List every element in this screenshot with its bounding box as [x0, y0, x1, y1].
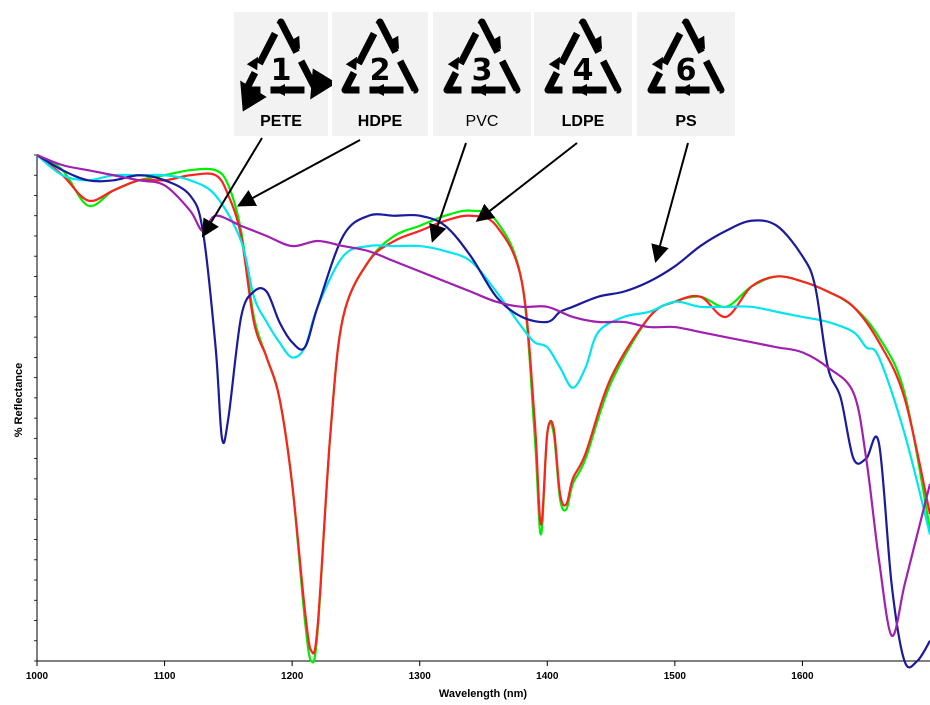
recycling-code-1-icon: 1 PETE — [234, 12, 328, 136]
recycling-code-3-icon: 3 PVC — [433, 12, 531, 136]
code-3-label: PVC — [466, 113, 499, 130]
code-4-number: 4 — [573, 53, 594, 88]
x-tick-label-1400: 1400 — [536, 671, 559, 682]
x-tick-label-1200: 1200 — [281, 671, 304, 682]
code-4-background — [534, 12, 632, 136]
cycle-arrowhead-icon — [590, 35, 602, 50]
cycle-arrowhead-icon — [273, 84, 285, 96]
x-axis-label: Wavelength (nm) — [439, 688, 528, 700]
y-axis-label: % Reflectance — [13, 363, 25, 438]
x-tick-label-1500: 1500 — [664, 671, 687, 682]
cycle-arrowhead-icon — [651, 56, 663, 71]
recycling-codes: 1 PETE 2 HDPE 3 PVC 4 LDPE 6 PS — [234, 12, 735, 136]
annotation-arrows — [201, 137, 689, 263]
x-tick-label-1600: 1600 — [791, 671, 814, 682]
code-2-background — [332, 12, 428, 136]
series-line-5 — [36, 153, 930, 637]
cycle-arrowhead-icon — [387, 35, 399, 50]
code-3-background — [433, 12, 531, 136]
x-tick-label-1100: 1100 — [154, 671, 176, 682]
code-4-label: LDPE — [562, 113, 605, 130]
arrow-ldpe — [475, 142, 578, 222]
series-line-1 — [36, 154, 930, 664]
code-2-number: 2 — [370, 53, 391, 88]
code-6-label: PS — [675, 113, 697, 130]
cycle-arrowhead-icon — [447, 56, 459, 71]
recycling-code-2-icon: 2 HDPE — [332, 12, 428, 136]
code-3-number: 3 — [472, 53, 493, 88]
cycle-arrowhead-icon — [345, 56, 357, 71]
series-line-3 — [36, 154, 930, 535]
arrow-pvc — [429, 142, 467, 243]
cycle-arrowhead-icon — [474, 84, 486, 96]
cycle-arrowhead-icon — [548, 56, 560, 71]
code-6-background — [637, 12, 735, 136]
cycle-arrowhead-icon — [678, 84, 690, 96]
code-1-label: PETE — [260, 113, 302, 130]
code-2-label: HDPE — [358, 113, 403, 130]
cycle-arrowhead-icon — [288, 35, 300, 50]
arrow-ps — [651, 142, 689, 263]
code-1-number: 1 — [271, 53, 292, 88]
cycle-arrowhead-icon — [575, 84, 587, 96]
y-axis-minor-ticks — [34, 154, 37, 662]
code-6-number: 6 — [676, 53, 697, 88]
spectra-series — [36, 153, 930, 669]
cycle-arrowhead-icon — [246, 56, 258, 71]
x-axis-ticks: 1000 1100 1200 1300 1400 1500 1600 — [26, 661, 814, 682]
axes: 1000 1100 1200 1300 1400 1500 1600 — [26, 154, 930, 682]
arrow-hdpe — [236, 139, 361, 207]
x-tick-label-1300: 1300 — [409, 671, 432, 682]
recycling-code-4-icon: 4 LDPE — [534, 12, 632, 136]
cycle-arrowhead-icon — [693, 35, 705, 50]
cycle-arrowhead-icon — [372, 84, 384, 96]
recycling-code-6-icon: 6 PS — [637, 12, 735, 136]
series-line-2 — [36, 154, 930, 655]
arrow-pete — [201, 137, 263, 238]
series-line-4 — [36, 154, 930, 669]
x-tick-label-1000: 1000 — [26, 671, 49, 682]
cycle-arrowhead-icon — [489, 35, 501, 50]
